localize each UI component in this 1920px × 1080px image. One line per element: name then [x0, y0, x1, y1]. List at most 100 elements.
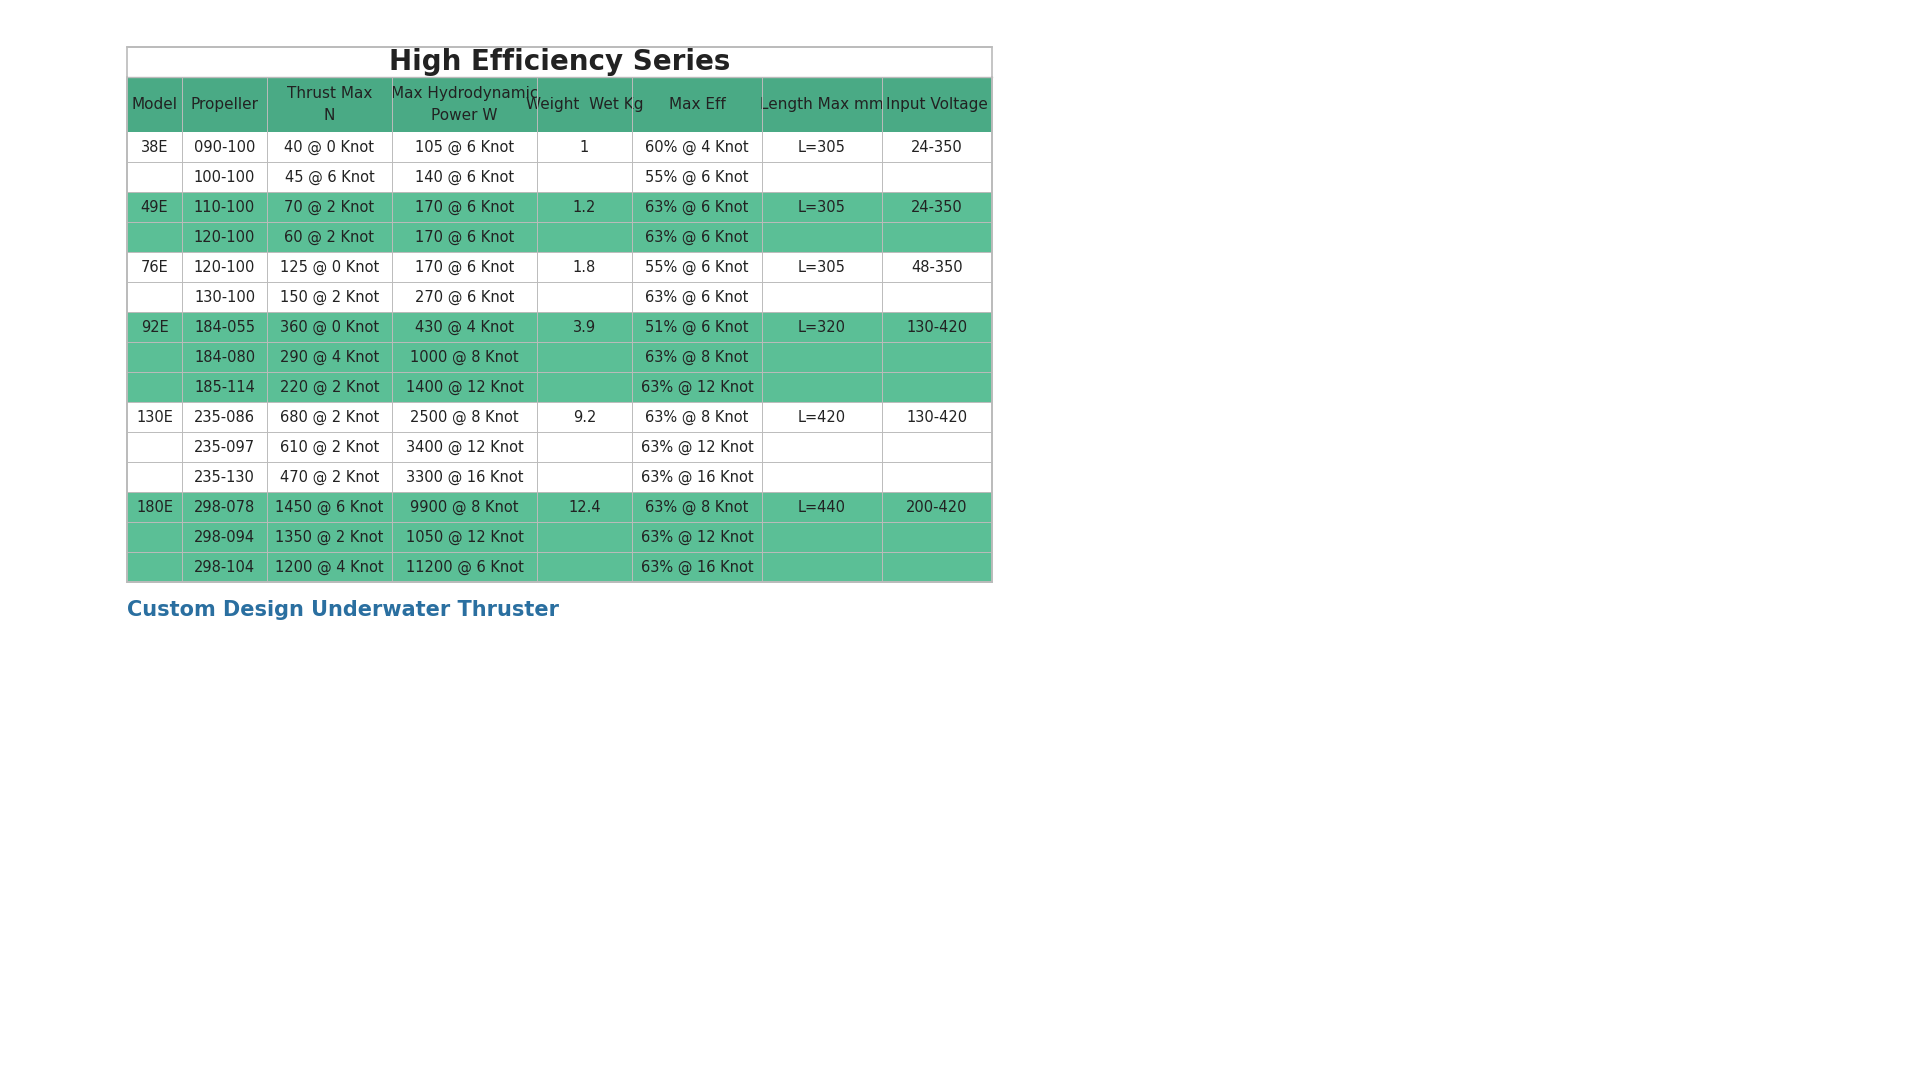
Text: 360 @ 0 Knot: 360 @ 0 Knot [280, 320, 378, 335]
Text: 9900 @ 8 Knot: 9900 @ 8 Knot [411, 499, 518, 514]
Text: L=420: L=420 [799, 409, 847, 424]
Text: 140 @ 6 Knot: 140 @ 6 Knot [415, 170, 515, 185]
Text: 63% @ 12 Knot: 63% @ 12 Knot [641, 529, 753, 544]
Text: 60 @ 2 Knot: 60 @ 2 Knot [284, 229, 374, 244]
Text: 63% @ 12 Knot: 63% @ 12 Knot [641, 379, 753, 394]
Text: 130-420: 130-420 [906, 409, 968, 424]
Text: 1350 @ 2 Knot: 1350 @ 2 Knot [275, 529, 384, 544]
Bar [127, 492, 993, 522]
Text: 48-350: 48-350 [912, 259, 962, 274]
Bar [127, 132, 993, 162]
Text: L=440: L=440 [799, 499, 847, 514]
Text: 170 @ 6 Knot: 170 @ 6 Knot [415, 229, 515, 244]
Text: 105 @ 6 Knot: 105 @ 6 Knot [415, 139, 515, 154]
Text: 55% @ 6 Knot: 55% @ 6 Knot [645, 259, 749, 274]
Text: 60% @ 4 Knot: 60% @ 4 Knot [645, 139, 749, 154]
Text: Propeller: Propeller [190, 97, 259, 112]
Bar [127, 222, 993, 252]
Bar [127, 48, 993, 77]
Text: 235-130: 235-130 [194, 470, 255, 485]
Text: 11200 @ 6 Knot: 11200 @ 6 Knot [405, 559, 524, 575]
Text: 63% @ 8 Knot: 63% @ 8 Knot [645, 409, 749, 424]
Text: 45 @ 6 Knot: 45 @ 6 Knot [284, 170, 374, 185]
Text: 63% @ 8 Knot: 63% @ 8 Knot [645, 499, 749, 514]
Text: 40 @ 0 Knot: 40 @ 0 Knot [284, 139, 374, 154]
Text: High Efficiency Series: High Efficiency Series [390, 48, 730, 76]
Text: 185-114: 185-114 [194, 379, 255, 394]
Text: 51% @ 6 Knot: 51% @ 6 Knot [645, 320, 749, 335]
Text: 130-100: 130-100 [194, 289, 255, 305]
Text: 63% @ 8 Knot: 63% @ 8 Knot [645, 350, 749, 365]
Text: 49E: 49E [140, 200, 169, 215]
Text: 1050 @ 12 Knot: 1050 @ 12 Knot [405, 529, 524, 544]
Text: 63% @ 16 Knot: 63% @ 16 Knot [641, 559, 753, 575]
Text: 92E: 92E [140, 320, 169, 335]
Text: 1400 @ 12 Knot: 1400 @ 12 Knot [405, 379, 524, 394]
Bar [127, 282, 993, 312]
Text: 120-100: 120-100 [194, 259, 255, 274]
Text: 1200 @ 4 Knot: 1200 @ 4 Knot [275, 559, 384, 575]
Text: 2500 @ 8 Knot: 2500 @ 8 Knot [411, 409, 518, 424]
Text: Input Voltage: Input Voltage [885, 97, 989, 112]
Text: 184-080: 184-080 [194, 350, 255, 365]
Text: 180E: 180E [136, 499, 173, 514]
Text: 220 @ 2 Knot: 220 @ 2 Knot [280, 379, 380, 394]
Text: Max Hydrodynamic
Power W: Max Hydrodynamic Power W [392, 86, 538, 123]
Bar [127, 48, 993, 582]
Bar [127, 312, 993, 342]
Text: 235-097: 235-097 [194, 440, 255, 455]
Text: 63% @ 6 Knot: 63% @ 6 Knot [645, 289, 749, 305]
Text: Length Max mm: Length Max mm [760, 97, 883, 112]
Bar [127, 192, 993, 222]
Text: 125 @ 0 Knot: 125 @ 0 Knot [280, 259, 378, 274]
Text: 110-100: 110-100 [194, 200, 255, 215]
Text: 184-055: 184-055 [194, 320, 255, 335]
Text: 298-078: 298-078 [194, 499, 255, 514]
Text: 3.9: 3.9 [572, 320, 595, 335]
Text: 290 @ 4 Knot: 290 @ 4 Knot [280, 350, 378, 365]
Text: 130E: 130E [136, 409, 173, 424]
Text: 55% @ 6 Knot: 55% @ 6 Knot [645, 170, 749, 185]
Text: 150 @ 2 Knot: 150 @ 2 Knot [280, 289, 378, 305]
Text: 100-100: 100-100 [194, 170, 255, 185]
Text: Model: Model [131, 97, 177, 112]
Text: 1.8: 1.8 [572, 259, 595, 274]
Text: 1000 @ 8 Knot: 1000 @ 8 Knot [411, 350, 518, 365]
Text: 63% @ 6 Knot: 63% @ 6 Knot [645, 200, 749, 215]
Text: 76E: 76E [140, 259, 169, 274]
Text: 090-100: 090-100 [194, 139, 255, 154]
Text: 120-100: 120-100 [194, 230, 255, 244]
Bar [127, 402, 993, 432]
Text: 9.2: 9.2 [572, 409, 597, 424]
Text: 1.2: 1.2 [572, 200, 597, 215]
Text: 235-086: 235-086 [194, 409, 255, 424]
Text: 24-350: 24-350 [912, 200, 962, 215]
Text: 1: 1 [580, 139, 589, 154]
Text: L=305: L=305 [799, 200, 847, 215]
Text: 63% @ 12 Knot: 63% @ 12 Knot [641, 440, 753, 455]
Text: L=305: L=305 [799, 259, 847, 274]
Text: 680 @ 2 Knot: 680 @ 2 Knot [280, 409, 378, 424]
Text: 12.4: 12.4 [568, 499, 601, 514]
Text: Custom Design Underwater Thruster: Custom Design Underwater Thruster [127, 600, 559, 620]
Text: 298-094: 298-094 [194, 529, 255, 544]
Text: 3400 @ 12 Knot: 3400 @ 12 Knot [405, 440, 524, 455]
Text: 170 @ 6 Knot: 170 @ 6 Knot [415, 200, 515, 215]
Text: 298-104: 298-104 [194, 559, 255, 575]
Text: Weight  Wet Kg: Weight Wet Kg [526, 97, 643, 112]
Text: 170 @ 6 Knot: 170 @ 6 Knot [415, 259, 515, 274]
Text: 38E: 38E [140, 139, 169, 154]
Text: 63% @ 16 Knot: 63% @ 16 Knot [641, 470, 753, 485]
Text: 24-350: 24-350 [912, 139, 962, 154]
Text: 270 @ 6 Knot: 270 @ 6 Knot [415, 289, 515, 305]
Text: 1450 @ 6 Knot: 1450 @ 6 Knot [275, 499, 384, 514]
Text: 200-420: 200-420 [906, 499, 968, 514]
Text: 63% @ 6 Knot: 63% @ 6 Knot [645, 229, 749, 244]
Bar [127, 462, 993, 492]
Text: Thrust Max
N: Thrust Max N [286, 86, 372, 123]
Text: L=320: L=320 [799, 320, 847, 335]
Bar [127, 77, 993, 132]
Bar [127, 552, 993, 582]
Text: 470 @ 2 Knot: 470 @ 2 Knot [280, 470, 378, 485]
Bar [127, 342, 993, 372]
